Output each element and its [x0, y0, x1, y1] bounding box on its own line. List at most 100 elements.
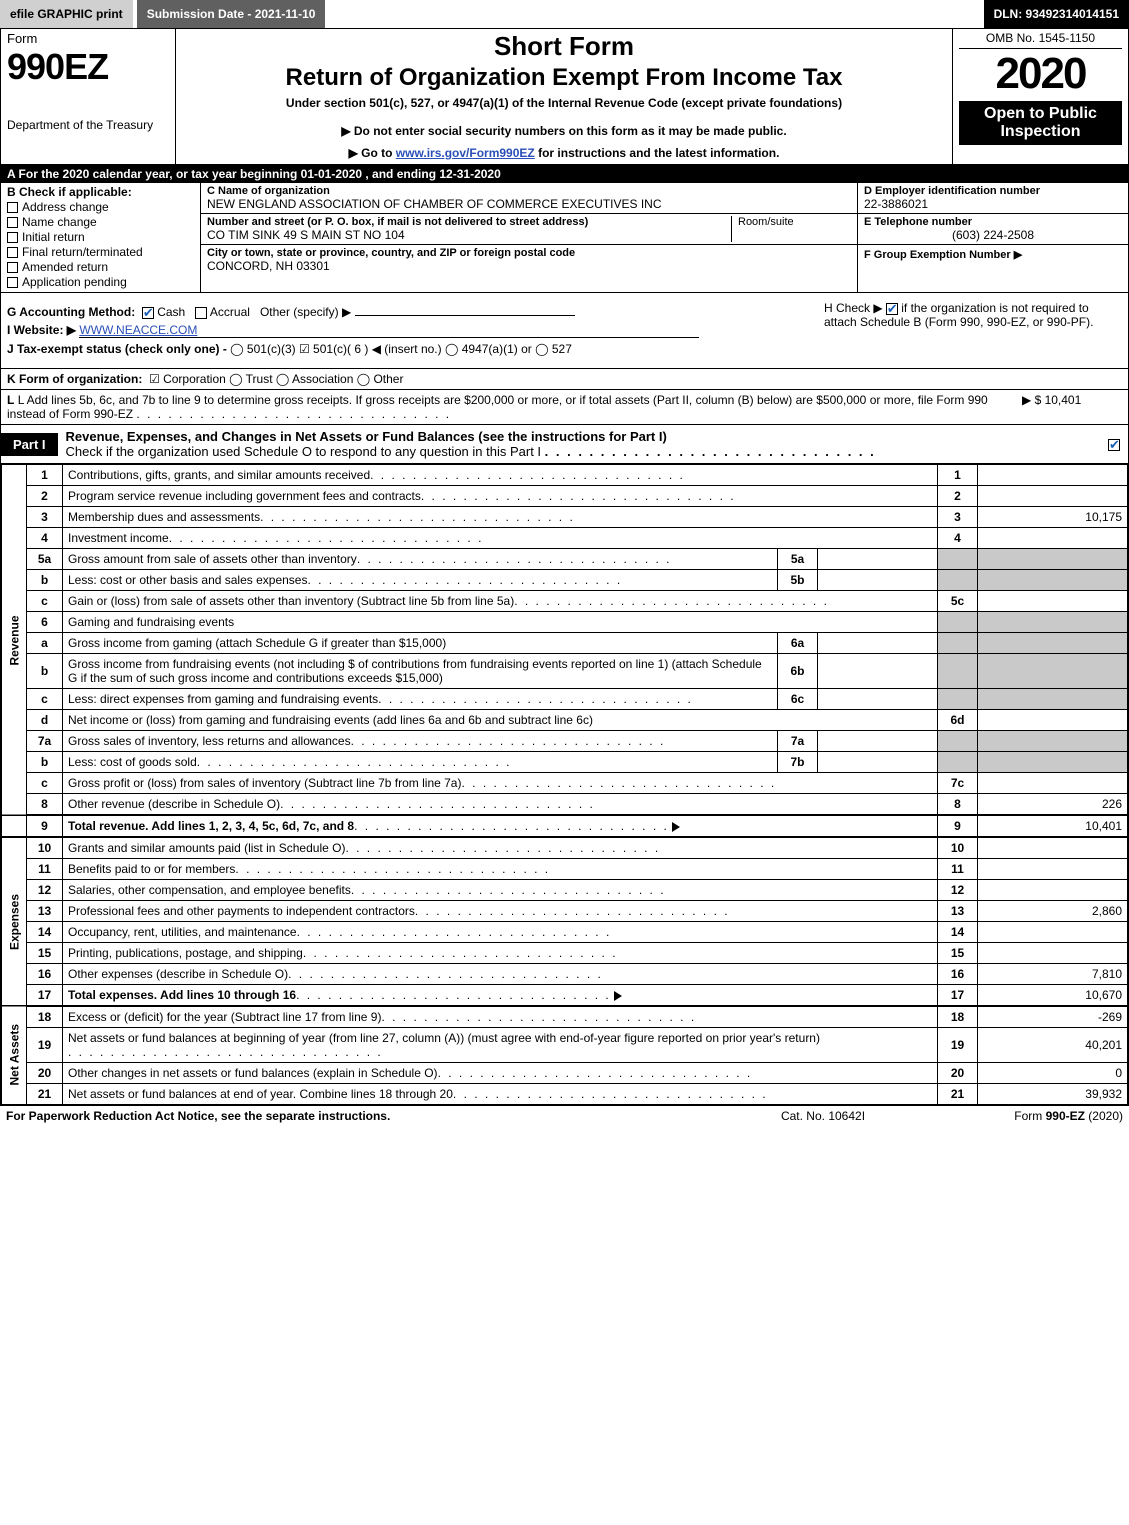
table-row: c Gross profit or (loss) from sales of i… [2, 773, 1128, 794]
line-num: 16 [27, 964, 63, 985]
table-row: 13 Professional fees and other payments … [2, 901, 1128, 922]
line-text: Gross profit or (loss) from sales of inv… [68, 776, 461, 790]
grey-cell [938, 731, 978, 752]
line-ref: 6d [938, 710, 978, 731]
table-row: 21 Net assets or fund balances at end of… [2, 1084, 1128, 1105]
line-amount: 226 [978, 794, 1128, 816]
goto-instructions: ▶ Go to www.irs.gov/Form990EZ for instru… [186, 146, 942, 160]
checkbox-address-change[interactable]: Address change [7, 200, 194, 214]
j-label: J Tax-exempt status (check only one) - [7, 342, 230, 356]
sub-line-ref: 7b [778, 752, 818, 773]
grey-cell [978, 612, 1128, 633]
line-amount [978, 465, 1128, 486]
line-num: d [27, 710, 63, 731]
line-text: Benefits paid to or for members [68, 862, 235, 876]
checkbox-name-change[interactable]: Name change [7, 215, 194, 229]
part-1-checkbox[interactable] [1100, 433, 1128, 455]
line-num: 14 [27, 922, 63, 943]
line-amount [978, 486, 1128, 507]
checkbox-icon [1108, 439, 1120, 451]
checkbox-initial-return[interactable]: Initial return [7, 230, 194, 244]
header-center: Short Form Return of Organization Exempt… [176, 29, 953, 164]
grey-cell [978, 752, 1128, 773]
line-ref: 2 [938, 486, 978, 507]
blank-side [2, 815, 27, 837]
line-text: Other revenue (describe in Schedule O) [68, 797, 280, 811]
table-row: 6 Gaming and fundraising events [2, 612, 1128, 633]
checkbox-label: Final return/terminated [22, 245, 143, 259]
checkbox-schedule-b[interactable] [886, 303, 898, 315]
section-b-heading: B Check if applicable: [7, 185, 194, 199]
checkbox-application-pending[interactable]: Application pending [7, 275, 194, 289]
line-num: 3 [27, 507, 63, 528]
table-row: 16 Other expenses (describe in Schedule … [2, 964, 1128, 985]
line-ref: 12 [938, 880, 978, 901]
g-label: G Accounting Method: [7, 305, 135, 319]
table-row: a Gross income from gaming (attach Sched… [2, 633, 1128, 654]
line-amount: 39,932 [978, 1084, 1128, 1105]
g-accounting-method: G Accounting Method: Cash Accrual Other … [7, 305, 812, 319]
line-num: 7a [27, 731, 63, 752]
footer-cat-no: Cat. No. 10642I [723, 1109, 923, 1123]
line-text: Total expenses. Add lines 10 through 16 [68, 988, 296, 1002]
checkbox-label: Amended return [22, 260, 108, 274]
line-ref: 14 [938, 922, 978, 943]
line-amount [978, 710, 1128, 731]
line-amount: 7,810 [978, 964, 1128, 985]
sub-line-ref: 7a [778, 731, 818, 752]
form-header: Form 990EZ Department of the Treasury Sh… [1, 29, 1128, 165]
checkbox-amended-return[interactable]: Amended return [7, 260, 194, 274]
table-row: 5a Gross amount from sale of assets othe… [2, 549, 1128, 570]
line-text: Investment income [68, 531, 169, 545]
line-text: Gross amount from sale of assets other t… [68, 552, 357, 566]
checkbox-final-return[interactable]: Final return/terminated [7, 245, 194, 259]
checkbox-cash[interactable] [142, 307, 154, 319]
irs-link[interactable]: www.irs.gov/Form990EZ [396, 146, 535, 160]
line-text: Excess or (deficit) for the year (Subtra… [68, 1010, 381, 1024]
checkbox-accrual[interactable] [195, 307, 207, 319]
line-num: 13 [27, 901, 63, 922]
line-num: b [27, 752, 63, 773]
c-city-label: City or town, state or province, country… [207, 247, 851, 259]
line-num: 2 [27, 486, 63, 507]
triangle-icon [672, 822, 680, 832]
line-text: Gross income from fundraising events (no… [68, 657, 762, 685]
line-num: b [27, 654, 63, 689]
sub-line-amount [818, 689, 938, 710]
table-row: Revenue 1 Contributions, gifts, grants, … [2, 465, 1128, 486]
line-ref: 5c [938, 591, 978, 612]
under-section-text: Under section 501(c), 527, or 4947(a)(1)… [186, 96, 942, 110]
grey-cell [938, 549, 978, 570]
line-text: Other expenses (describe in Schedule O) [68, 967, 288, 981]
line-amount [978, 922, 1128, 943]
section-l: L L Add lines 5b, 6c, and 7b to line 9 t… [1, 390, 1128, 425]
line-amount: -269 [978, 1006, 1128, 1028]
line-ref: 18 [938, 1006, 978, 1028]
grey-cell [978, 633, 1128, 654]
g-accrual-label: Accrual [210, 305, 250, 319]
line-amount: 10,401 [978, 815, 1128, 837]
checkbox-icon [7, 277, 18, 288]
line-text: Printing, publications, postage, and shi… [68, 946, 303, 960]
website-link[interactable]: WWW.NEACCE.COM [79, 323, 197, 337]
grey-cell [978, 731, 1128, 752]
checkbox-icon [7, 217, 18, 228]
c-street-label: Number and street (or P. O. box, if mail… [207, 216, 731, 228]
g-other-input[interactable] [355, 315, 575, 316]
table-row: 8 Other revenue (describe in Schedule O)… [2, 794, 1128, 816]
grey-cell [938, 654, 978, 689]
line-ref: 17 [938, 985, 978, 1007]
line-ref: 7c [938, 773, 978, 794]
c-room-suite: Room/suite [731, 216, 851, 242]
short-form-title: Short Form [186, 31, 942, 62]
table-row: 14 Occupancy, rent, utilities, and maint… [2, 922, 1128, 943]
g-other-label: Other (specify) ▶ [260, 305, 351, 319]
g-cash-label: Cash [157, 305, 185, 319]
triangle-icon [614, 991, 622, 1001]
grey-cell [978, 654, 1128, 689]
line-ref: 4 [938, 528, 978, 549]
checkbox-label: Name change [22, 215, 97, 229]
line-text: Salaries, other compensation, and employ… [68, 883, 351, 897]
section-d-e-f: D Employer identification number 22-3886… [858, 183, 1128, 292]
line-ref: 3 [938, 507, 978, 528]
